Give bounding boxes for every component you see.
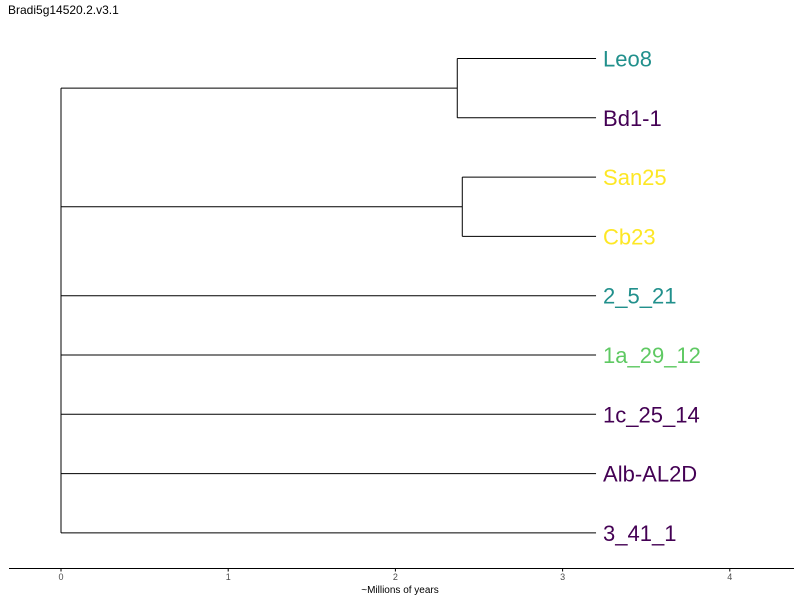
x-axis-title: ~Millions of years <box>361 585 439 596</box>
figure-title: Bradi5g14520.2.v3.1 <box>8 3 119 17</box>
tip-label: San25 <box>603 165 667 190</box>
x-tick-label: 4 <box>727 572 732 582</box>
tip-label: Bd1-1 <box>603 106 662 131</box>
branches <box>60 58 597 534</box>
tip-labels: Leo8 Bd1-1 San25 Cb23 2_5_21 1a_29_12 1c_25_14… <box>603 47 701 546</box>
tip-label: 1c_25_14 <box>603 402 700 427</box>
x-tick-label: 3 <box>560 572 565 582</box>
x-tick-label: 1 <box>226 572 231 582</box>
x-axis: ~Millions of years 0 1 2 3 4 <box>9 568 794 596</box>
x-tick-label: 0 <box>58 572 63 582</box>
tip-label: 2_5_21 <box>603 284 676 309</box>
tip-label: Leo8 <box>603 47 652 72</box>
tip-label: 1a_29_12 <box>603 343 701 368</box>
tip-label: 3_41_1 <box>603 521 676 546</box>
tip-label: Cb23 <box>603 224 656 249</box>
tip-label: Alb-AL2D <box>603 462 697 487</box>
x-tick-label: 2 <box>393 572 398 582</box>
